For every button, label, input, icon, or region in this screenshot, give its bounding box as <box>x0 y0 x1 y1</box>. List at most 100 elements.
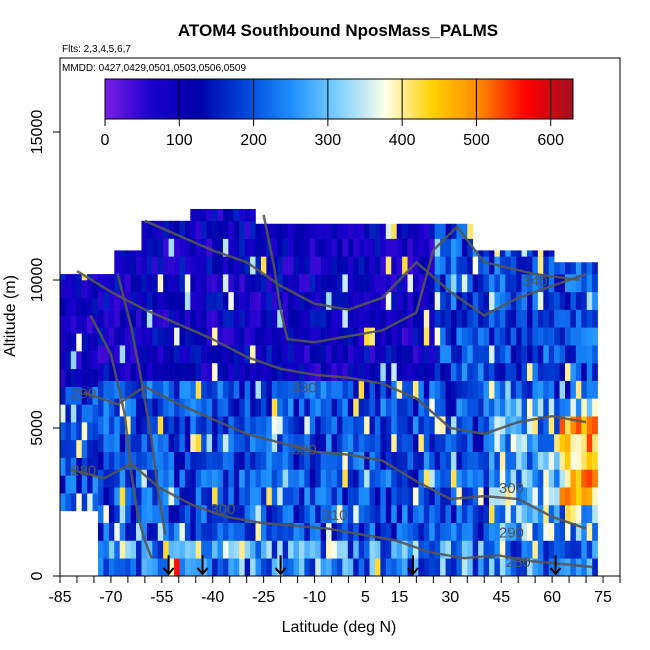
heatmap-cell <box>488 522 495 541</box>
heatmap-cell <box>440 327 446 346</box>
heatmap-cell <box>141 416 148 435</box>
heatmap-cell <box>277 327 283 346</box>
heatmap-cell <box>331 540 338 559</box>
heatmap-cell <box>554 345 560 364</box>
heatmap-cell <box>222 208 229 222</box>
heatmap-cell <box>195 208 202 222</box>
heatmap-cell <box>125 416 131 435</box>
heatmap-cell <box>543 416 550 435</box>
heatmap-cell <box>233 487 240 506</box>
heatmap-cell <box>255 291 262 310</box>
heatmap-cell <box>358 416 365 435</box>
heatmap-cell <box>510 469 517 488</box>
heatmap-cell <box>288 522 294 541</box>
heatmap-cell <box>87 315 93 334</box>
heatmap-cell <box>326 274 332 293</box>
heatmap-cell <box>554 262 560 275</box>
heatmap-cell <box>282 345 289 364</box>
heatmap-cell <box>320 469 327 488</box>
heatmap-cell <box>326 398 332 417</box>
heatmap-cell <box>98 380 104 399</box>
heatmap-cell <box>136 398 142 417</box>
heatmap-cell <box>298 540 305 559</box>
theta-contour-line <box>89 314 153 559</box>
heatmap-cell <box>60 386 66 405</box>
heatmap-cell <box>282 504 289 524</box>
heatmap-cell <box>494 398 501 417</box>
heatmap-cell <box>559 362 566 381</box>
heatmap-cell <box>146 345 153 364</box>
heatmap-cell <box>537 345 544 364</box>
heatmap-cell <box>364 522 370 541</box>
heatmap-cell <box>472 416 479 435</box>
heatmap-cell <box>467 540 474 559</box>
heatmap-cell <box>429 469 435 488</box>
theta-contour-line <box>76 270 587 436</box>
heatmap-cell <box>293 238 300 257</box>
heatmap-cell <box>467 451 474 470</box>
heatmap-cell <box>146 540 153 559</box>
heatmap-cell <box>581 345 588 364</box>
heatmap-cell <box>581 433 588 452</box>
heatmap-cell <box>114 451 121 470</box>
heatmap-cell <box>125 522 131 541</box>
heatmap-cell <box>320 327 327 346</box>
heatmap-cell <box>288 274 294 293</box>
heatmap-cell <box>385 522 392 541</box>
heatmap-cell <box>136 416 142 435</box>
heatmap-cell <box>570 469 577 488</box>
heatmap-cell <box>282 398 289 417</box>
heatmap-cell <box>418 345 425 364</box>
heatmap-cell <box>575 558 582 576</box>
heatmap-cell <box>445 309 452 328</box>
heatmap-cell <box>429 558 435 576</box>
heatmap-cell <box>521 451 528 470</box>
heatmap-cell <box>505 469 512 488</box>
heatmap-cell <box>271 522 278 541</box>
heatmap-cell <box>195 504 202 524</box>
heatmap-cell <box>342 238 349 257</box>
heatmap-cell <box>586 309 593 328</box>
heatmap-cell <box>565 345 571 364</box>
heatmap-cell <box>440 309 446 328</box>
heatmap-cell <box>537 327 544 346</box>
heatmap-cell <box>277 380 283 399</box>
heatmap-cell <box>163 487 169 506</box>
heatmap-cell <box>505 504 512 524</box>
heatmap-cell <box>168 380 175 399</box>
heatmap-cell <box>87 422 93 441</box>
heatmap-cell <box>222 327 229 346</box>
heatmap-cell <box>575 398 582 417</box>
flights-subtitle: Flts: 2,3,4,5,6,7 <box>62 44 131 55</box>
heatmap-cell <box>521 540 528 559</box>
heatmap-cell <box>380 522 387 541</box>
heatmap-cell <box>119 416 126 435</box>
heatmap-cell <box>206 274 213 293</box>
heatmap-cell <box>374 309 381 328</box>
heatmap-cell <box>396 291 403 310</box>
heatmap-cell <box>266 522 273 541</box>
heatmap-cell <box>364 345 370 364</box>
heatmap-cell <box>575 362 582 381</box>
heatmap-cell <box>461 487 468 506</box>
heatmap-cell <box>581 398 588 417</box>
heatmap-cell <box>537 451 544 470</box>
heatmap-cell <box>353 451 359 470</box>
heatmap-cell <box>369 274 376 293</box>
heatmap-cell <box>445 522 452 541</box>
heatmap-cell <box>548 380 555 399</box>
x-tick-label: -40 <box>201 589 224 606</box>
heatmap-cell <box>494 522 501 541</box>
heatmap-cell <box>483 451 490 470</box>
heatmap-cell <box>353 469 359 488</box>
heatmap-cell <box>119 451 126 470</box>
heatmap-cell <box>201 208 207 222</box>
heatmap-cell <box>65 274 72 281</box>
heatmap-cell <box>554 327 560 346</box>
heatmap-cell <box>592 487 598 506</box>
heatmap-cell <box>217 327 224 346</box>
heatmap-cell <box>119 362 126 381</box>
heatmap-cell <box>130 540 137 559</box>
heatmap-cell <box>298 504 305 524</box>
heatmap-cell <box>293 398 300 417</box>
